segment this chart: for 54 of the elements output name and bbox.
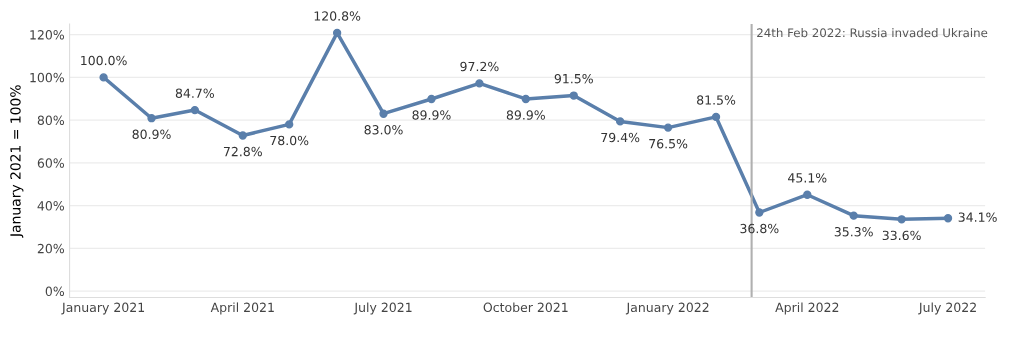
point [147,114,156,123]
data-label: 100.0% [81,55,127,66]
y-tick-label: 120% [30,30,65,40]
x-tick-label: October 2021 [483,302,568,313]
data-label: 36.8% [740,223,779,234]
point [238,131,247,140]
point [569,91,578,100]
y-tick-label: 80% [37,115,65,126]
data-label: 83.0% [364,125,403,135]
data-label: 84.7% [175,88,214,98]
point [379,109,388,118]
point [332,28,342,38]
data-label: 80.9% [132,129,171,139]
point [849,211,858,220]
y-tick-label: 60% [37,158,65,168]
x-tick-label: April 2022 [775,302,839,315]
data-label: 35.3% [834,227,873,237]
data-label: 97.2% [460,61,499,72]
x-tick-label: January 2021 [61,302,145,315]
y-tick-label: 0% [45,286,65,297]
data-label: 78.0% [270,135,309,146]
data-label: 120.8% [314,11,361,21]
x-tick-label: July 2021 [353,302,412,315]
point [897,215,906,224]
data-label: 91.5% [554,73,593,84]
point [755,208,764,217]
data-label: 89.9% [506,110,545,120]
y-axis-title: January 2021 = 100% [10,85,24,238]
y-tick-label: 100% [30,72,65,83]
x-tick-label: January 2022 [625,302,709,315]
point [803,190,812,199]
data-label: 89.9% [412,110,451,120]
point [190,105,200,115]
point [285,120,294,129]
point [475,79,484,88]
data-label: 72.8% [223,146,262,157]
point [711,112,721,122]
point [943,214,953,223]
data-label: 76.5% [649,138,688,149]
data-label: 34.1% [958,212,997,222]
point [427,94,436,104]
data-label: 81.5% [697,95,736,105]
y-tick-label: 20% [37,243,65,254]
ref-line-label: 24th Feb 2022: Russia invaded Ukraine [757,28,988,38]
point [99,73,108,82]
x-tick-label: July 2022 [918,302,976,315]
data-label: 33.6% [882,230,921,241]
data-label: 45.1% [788,173,827,183]
data-label: 79.4% [601,132,640,143]
point [521,94,530,104]
x-tick-label: April 2021 [210,302,274,315]
y-tick-label: 40% [37,201,65,211]
point [663,123,673,132]
point [615,117,625,126]
